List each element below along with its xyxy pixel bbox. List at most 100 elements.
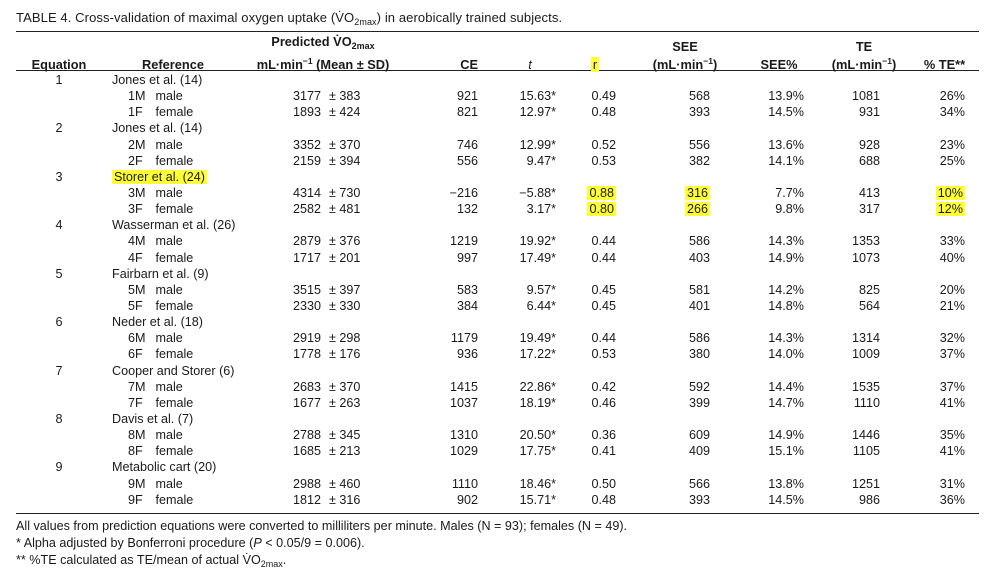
empty-cell xyxy=(910,120,979,136)
r-value: 0.45 xyxy=(591,299,616,314)
see-pct-value: 14.2% xyxy=(768,282,804,297)
subject-code: 1F xyxy=(128,105,143,120)
r-value: 0.44 xyxy=(591,331,616,346)
empty-cell xyxy=(402,363,500,379)
bottom-rule xyxy=(16,513,979,514)
reference-name: Jones et al. (14) xyxy=(112,73,203,88)
predicted-value: 1778 ± 176 xyxy=(244,346,402,362)
subject-label: 8F female xyxy=(102,443,244,459)
t-value: 17.22* xyxy=(519,347,556,362)
see-pct-value: 14.9% xyxy=(768,428,804,443)
ce-value: 1110 xyxy=(451,476,478,491)
see-pct-value: 14.9% xyxy=(768,250,804,265)
see-value: 556 xyxy=(688,137,710,152)
subject-code: 4M xyxy=(128,234,146,249)
subject-label: 3F female xyxy=(102,201,244,217)
te-value: 688 xyxy=(858,153,880,168)
subject-code: 8M xyxy=(128,428,146,443)
predicted-mean: 1893 xyxy=(292,105,321,120)
table-body: 1 Jones et al. (14) 1M male 3177 ± 383 921 15.… xyxy=(16,72,979,508)
reference-name: Neder et al. (18) xyxy=(112,315,203,330)
te-value: 928 xyxy=(858,137,880,152)
see-pct-value: 14.3% xyxy=(768,331,804,346)
empty-cell xyxy=(560,266,630,282)
table-row: 9M male 2988 ± 460 1110 18.46* 0.50 566 13.8% 12… xyxy=(16,476,979,492)
header-t: t xyxy=(528,57,532,72)
ce-value: 936 xyxy=(456,347,478,362)
r-value: 0.88 xyxy=(560,185,630,201)
table-row: 9F female 1812 ± 316 902 15.71* 0.48 393 14.5% 9… xyxy=(16,492,979,508)
header-predicted-sub: 2max xyxy=(351,41,375,51)
footnote-2: * Alpha adjusted by Bonferroni procedure… xyxy=(16,535,365,551)
te-pct-value: 35% xyxy=(939,428,965,443)
caption-prefix: TABLE 4. Cross-validation of maximal oxy… xyxy=(16,10,336,25)
predicted-sd: ± 376 xyxy=(329,234,361,249)
empty-cell xyxy=(630,72,740,88)
subject-sex: female xyxy=(155,153,194,168)
r-value: 0.48 xyxy=(591,105,616,120)
predicted-value: 1677 ± 263 xyxy=(244,395,402,411)
footnote-1: All values from prediction equations wer… xyxy=(16,519,628,533)
table-row: 3F female 2582 ± 481 132 3.17* 0.80 266 9.8% 317… xyxy=(16,201,979,217)
empty-cell xyxy=(402,411,500,427)
subject-code: 5M xyxy=(128,282,146,297)
subject-label: 4M male xyxy=(102,233,244,249)
t-value: 3.17* xyxy=(526,202,556,217)
te-value: 1009 xyxy=(851,347,880,362)
r-value: 0.52 xyxy=(591,137,616,152)
predicted-sd: ± 370 xyxy=(329,137,361,152)
predicted-sd: ± 263 xyxy=(329,395,361,410)
empty-cell xyxy=(630,266,740,282)
empty-cell xyxy=(244,169,402,185)
reference-name: Cooper and Storer (6) xyxy=(112,363,235,378)
empty-cell xyxy=(500,459,560,475)
te-pct-value: 20% xyxy=(939,282,965,297)
ce-value: 384 xyxy=(456,299,478,314)
empty-cell xyxy=(402,217,500,233)
empty-cell xyxy=(740,120,818,136)
empty-cell xyxy=(740,411,818,427)
empty-cell xyxy=(818,459,910,475)
subject-label: 4F female xyxy=(102,250,244,266)
te-pct-value: 25% xyxy=(939,153,965,168)
header-see: SEE (mL·min−1) xyxy=(630,34,740,72)
ce-value: 583 xyxy=(456,282,478,297)
subject-label: 3M male xyxy=(102,185,244,201)
empty-cell xyxy=(402,266,500,282)
group-header-row: 7 Cooper and Storer (6) xyxy=(16,363,979,379)
ce-value: 556 xyxy=(456,153,478,168)
te-pct-value: 41% xyxy=(939,444,965,459)
predicted-sd: ± 460 xyxy=(329,476,361,491)
footnote-2-p: P xyxy=(253,536,262,550)
equation-number: 2 xyxy=(55,121,63,136)
empty-cell xyxy=(244,266,402,282)
see-pct-value: 14.3% xyxy=(768,234,804,249)
predicted-value: 1717 ± 201 xyxy=(244,250,402,266)
te-pct-value: 10% xyxy=(910,185,979,201)
subject-sex: female xyxy=(155,492,194,507)
header-see-pct: SEE% xyxy=(760,57,798,72)
te-pct-value: 40% xyxy=(939,250,965,265)
predicted-mean: 1778 xyxy=(292,347,321,362)
caption-vo2-sub: 2max xyxy=(354,17,377,27)
reference-name: Storer et al. (24) xyxy=(102,169,244,185)
group-header-row: 1 Jones et al. (14) xyxy=(16,72,979,88)
table-row: 4M male 2879 ± 376 1219 19.92* 0.44 586 14.3% 13… xyxy=(16,233,979,249)
te-value: 986 xyxy=(858,492,880,507)
see-pct-value: 9.8% xyxy=(775,202,804,217)
reference-name: Davis et al. (7) xyxy=(112,412,194,427)
see-pct-value: 13.6% xyxy=(768,137,804,152)
te-pct-value: 32% xyxy=(939,331,965,346)
empty-cell xyxy=(818,169,910,185)
cross-validation-table: Equation Reference Predicted V̇O2max mL·… xyxy=(16,34,979,508)
empty-cell xyxy=(560,169,630,185)
r-value: 0.53 xyxy=(591,347,616,362)
empty-cell xyxy=(630,459,740,475)
empty-cell xyxy=(818,120,910,136)
reference-name-highlight: Storer et al. (24) xyxy=(112,169,207,184)
r-value: 0.44 xyxy=(591,250,616,265)
t-value: 12.97* xyxy=(519,105,556,120)
subject-code: 3M xyxy=(128,186,146,201)
table-row: 8F female 1685 ± 213 1029 17.75* 0.41 409 15.1%… xyxy=(16,443,979,459)
te-pct-value: 36% xyxy=(939,492,965,507)
